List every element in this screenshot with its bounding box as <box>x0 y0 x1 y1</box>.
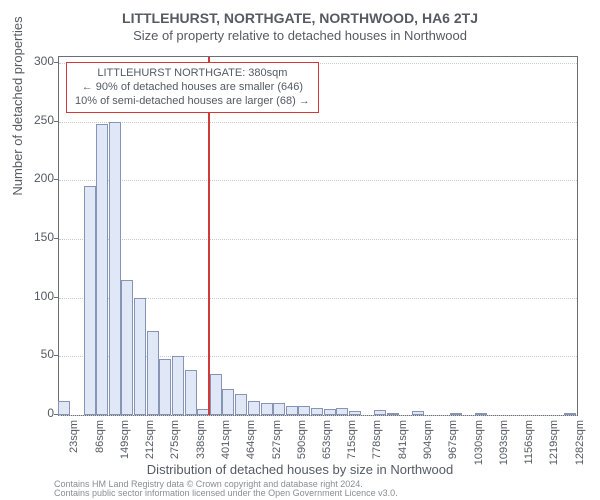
gridline <box>59 180 577 181</box>
histogram-bar <box>147 331 159 416</box>
chart-subtitle: Size of property relative to detached ho… <box>0 26 600 43</box>
annotation-line3: 10% of semi-detached houses are larger (… <box>75 95 310 109</box>
histogram-bar <box>109 122 121 415</box>
xaxis-label: Distribution of detached houses by size … <box>0 462 600 477</box>
histogram-bar <box>564 413 576 415</box>
ytick-label: 150 <box>14 230 54 244</box>
histogram-bar <box>311 408 323 415</box>
histogram-bar <box>235 394 247 415</box>
histogram-bar <box>58 401 70 415</box>
histogram-bar <box>121 280 133 415</box>
histogram-bar <box>172 356 184 415</box>
ytick-label: 250 <box>14 113 54 127</box>
histogram-bar <box>261 403 273 415</box>
ytick-label: 0 <box>14 406 54 420</box>
histogram-bar <box>349 411 361 415</box>
histogram-bar <box>387 413 399 415</box>
ytick-mark <box>54 62 58 63</box>
gridline <box>59 415 577 416</box>
histogram-bar <box>336 408 348 415</box>
ytick-mark <box>54 121 58 122</box>
histogram-bar <box>222 389 234 415</box>
histogram-bar <box>286 406 298 415</box>
histogram-bar <box>96 124 108 415</box>
annotation-line2: ← 90% of detached houses are smaller (64… <box>75 81 310 95</box>
gridline <box>59 239 577 240</box>
chart-title: LITTLEHURST, NORTHGATE, NORTHWOOD, HA6 2… <box>0 0 600 26</box>
annotation-box: LITTLEHURST NORTHGATE: 380sqm ← 90% of d… <box>66 62 319 113</box>
ytick-mark <box>54 238 58 239</box>
histogram-bar <box>450 413 462 415</box>
attribution-line2: Contains public sector information licen… <box>54 489 398 498</box>
histogram-bar <box>210 374 222 415</box>
histogram-bar <box>159 359 171 415</box>
histogram-bar <box>84 186 96 415</box>
histogram-bar <box>374 410 386 415</box>
ytick-label: 300 <box>14 54 54 68</box>
ytick-mark <box>54 179 58 180</box>
histogram-bar <box>134 298 146 415</box>
ytick-label: 200 <box>14 171 54 185</box>
histogram-bar <box>298 406 310 415</box>
histogram-bar <box>273 403 285 415</box>
ytick-label: 100 <box>14 289 54 303</box>
ytick-label: 50 <box>14 347 54 361</box>
histogram-bar <box>185 370 197 415</box>
histogram-bar <box>412 411 424 415</box>
ytick-mark <box>54 414 58 415</box>
chart-container: LITTLEHURST, NORTHGATE, NORTHWOOD, HA6 2… <box>0 0 600 500</box>
histogram-bar <box>324 409 336 415</box>
ytick-mark <box>54 297 58 298</box>
annotation-line1: LITTLEHURST NORTHGATE: 380sqm <box>75 67 310 81</box>
attribution-text: Contains HM Land Registry data © Crown c… <box>54 480 398 499</box>
histogram-bar <box>248 401 260 415</box>
ytick-mark <box>54 355 58 356</box>
histogram-bar <box>475 413 487 415</box>
gridline <box>59 122 577 123</box>
